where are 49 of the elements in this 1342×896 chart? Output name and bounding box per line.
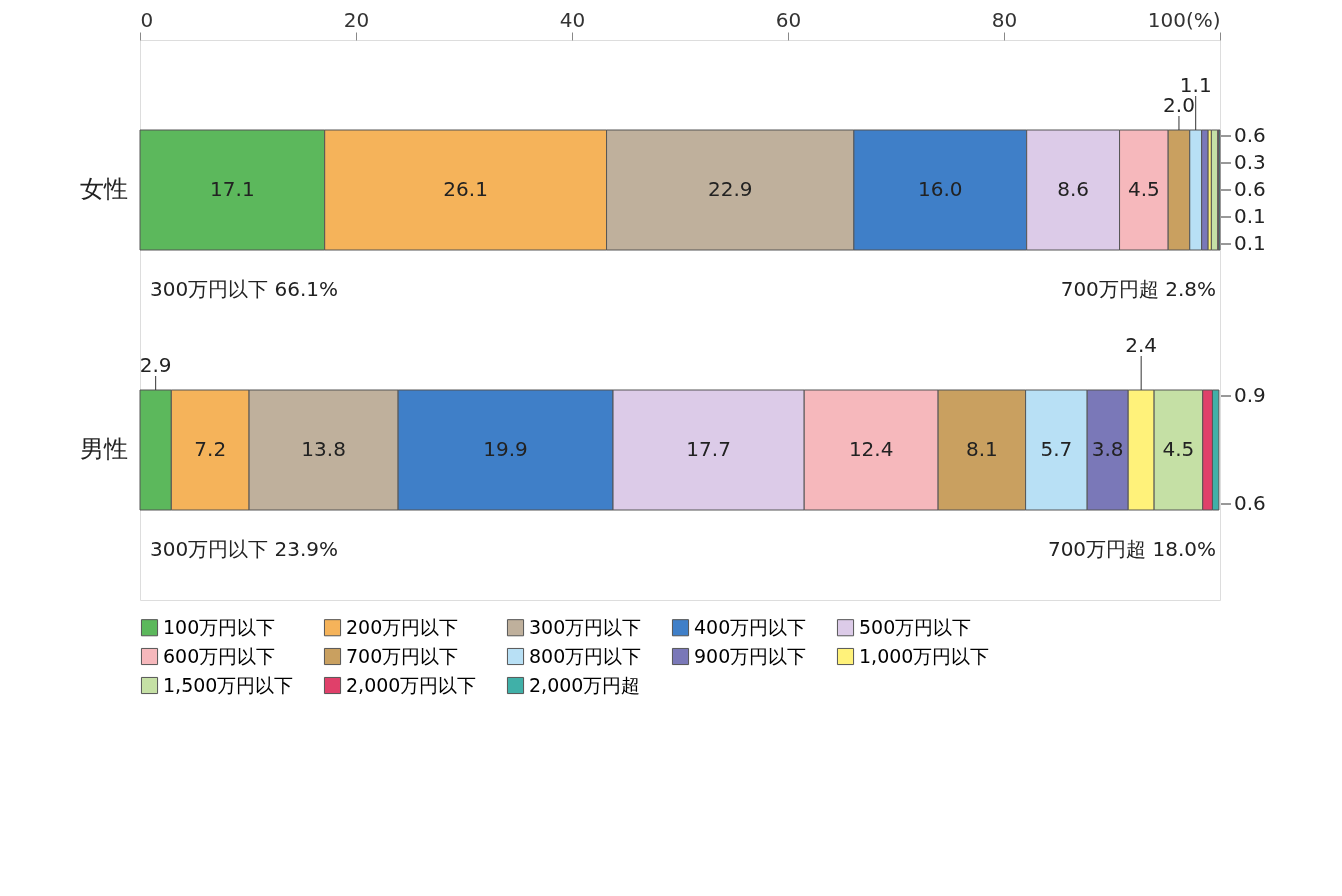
data-label: 4.5 <box>1127 177 1160 201</box>
x-tick-label: 60 <box>775 7 802 32</box>
data-label: 3.8 <box>1091 437 1124 461</box>
legend-label: 300万円以下 <box>529 615 642 638</box>
data-label: 2.4 <box>1125 333 1158 357</box>
data-label: 8.6 <box>1057 177 1090 201</box>
data-label: 0.6 <box>1234 177 1266 201</box>
data-label: 8.1 <box>965 437 998 461</box>
x-tick-label: 100(%) <box>1147 7 1221 32</box>
data-label: 0.9 <box>1234 383 1266 407</box>
legend-label: 700万円以下 <box>346 644 459 667</box>
legend-label: 1,500万円以下 <box>163 673 294 696</box>
data-label: 5.7 <box>1040 437 1073 461</box>
x-tick-label: 0 <box>140 7 154 32</box>
x-tick-label: 40 <box>559 7 586 32</box>
data-label: 4.5 <box>1162 437 1195 461</box>
data-label: 17.7 <box>686 437 731 461</box>
x-tick-label: 80 <box>991 7 1018 32</box>
legend-label: 600万円以下 <box>163 644 276 667</box>
legend-label: 200万円以下 <box>346 615 459 638</box>
legend-label: 2,000万円超 <box>529 673 641 696</box>
legend-label: 1,000万円以下 <box>859 644 990 667</box>
data-label: 19.9 <box>483 437 528 461</box>
data-label: 0.3 <box>1234 150 1266 174</box>
legend-label: 400万円以下 <box>694 615 807 638</box>
data-label: 2.9 <box>139 353 172 377</box>
annotation: 300万円以下 66.1% <box>150 277 339 301</box>
legend-label: 900万円以下 <box>694 644 807 667</box>
data-label: 26.1 <box>443 177 488 201</box>
data-label: 17.1 <box>210 177 255 201</box>
data-label: 0.1 <box>1234 204 1266 228</box>
y-tick-label: 女性 <box>80 175 128 203</box>
legend-label: 500万円以下 <box>859 615 972 638</box>
legend-label: 100万円以下 <box>163 615 276 638</box>
data-label: 13.8 <box>301 437 346 461</box>
data-label: 0.6 <box>1234 491 1266 515</box>
data-label: 16.0 <box>918 177 963 201</box>
data-label: 0.6 <box>1234 123 1266 147</box>
legend-label: 800万円以下 <box>529 644 642 667</box>
annotation: 700万円超 2.8% <box>1060 277 1216 301</box>
data-label: 22.9 <box>707 177 753 201</box>
annotation: 700万円超 18.0% <box>1047 537 1216 561</box>
x-tick-label: 20 <box>343 7 370 32</box>
data-label: 7.2 <box>194 437 227 461</box>
annotation: 300万円以下 23.9% <box>150 537 339 561</box>
y-tick-label: 男性 <box>80 435 128 463</box>
data-label: 12.4 <box>848 437 894 461</box>
data-label: 0.1 <box>1234 231 1266 255</box>
legend-label: 2,000万円以下 <box>346 673 477 696</box>
